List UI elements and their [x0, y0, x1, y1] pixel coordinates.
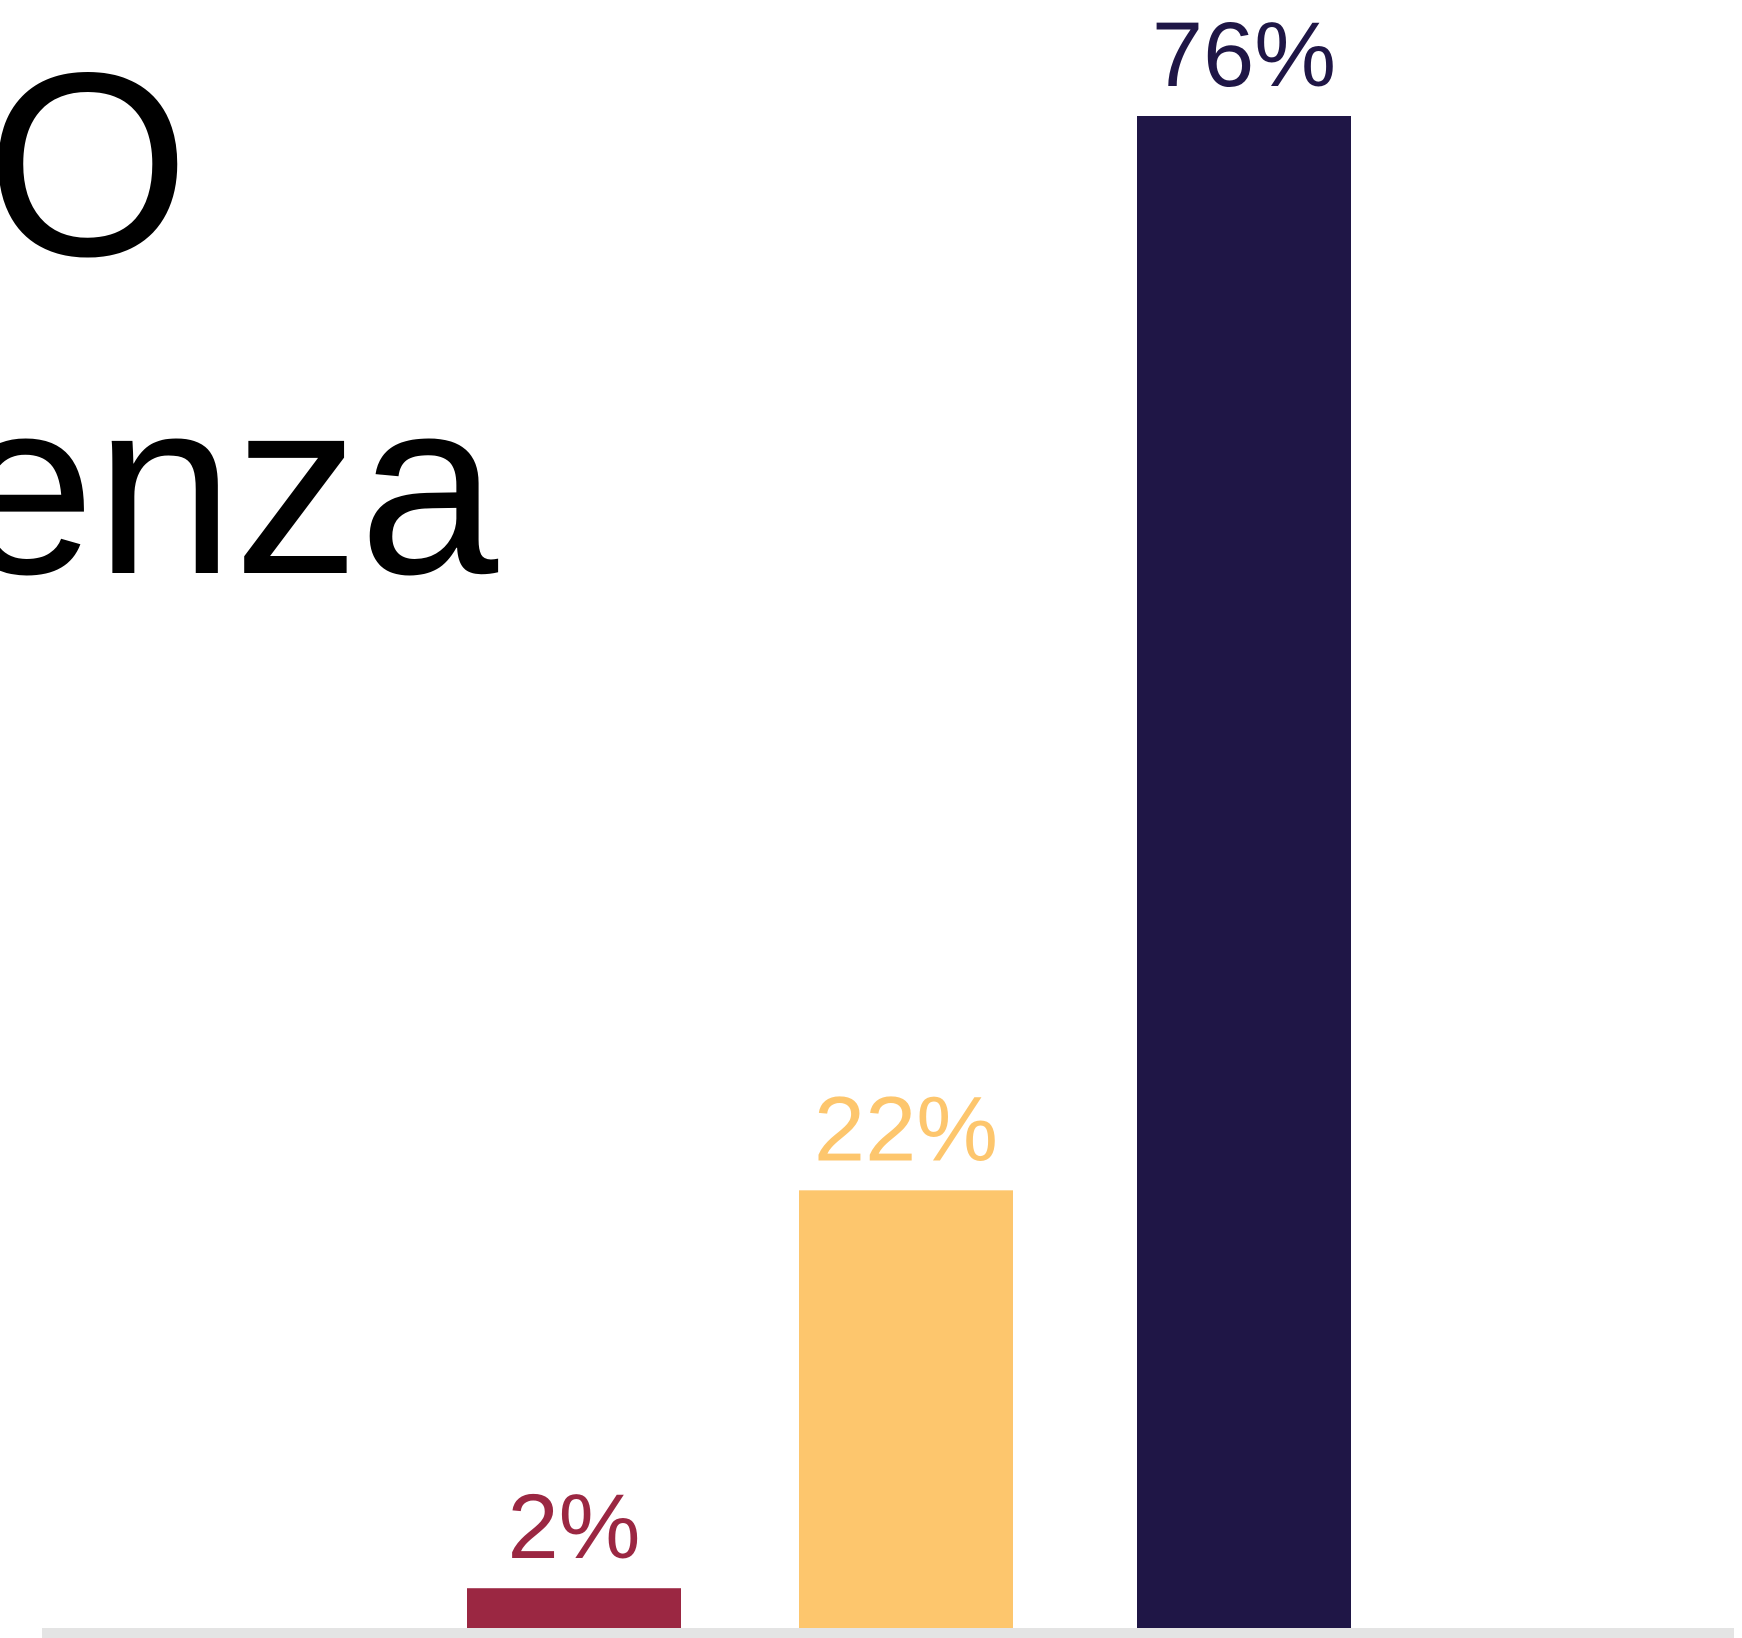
value-label: 2% [508, 1476, 641, 1578]
baseline [42, 1628, 1734, 1638]
heading-text: enza [0, 347, 499, 626]
value-label: 22% [814, 1078, 998, 1180]
value-label: 76% [1152, 4, 1336, 106]
bar [467, 1588, 681, 1628]
bar [799, 1190, 1013, 1628]
bar [1137, 116, 1351, 1628]
heading-text: O [0, 18, 190, 311]
